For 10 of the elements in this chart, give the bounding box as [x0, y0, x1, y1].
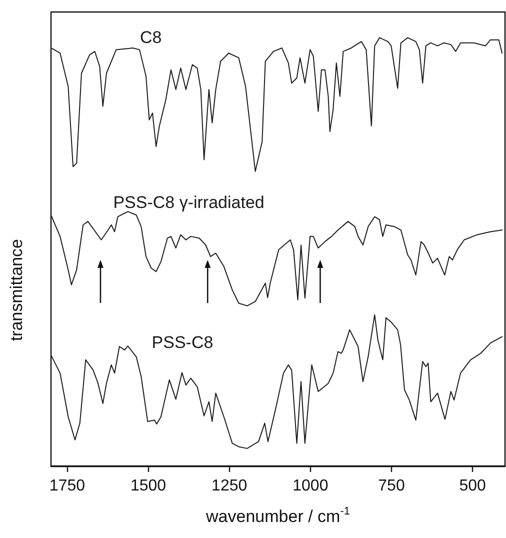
x-tick-label: 1500: [130, 478, 166, 494]
x-tick-label: 1000: [292, 478, 328, 494]
y-axis-title: transmittance: [7, 238, 26, 342]
x-tick-label: 500: [459, 478, 486, 494]
series-label: PSS-C8 γ-irradiated: [113, 192, 264, 212]
x-tick-label: 750: [378, 478, 405, 494]
x-tick-label: 1750: [49, 478, 86, 494]
series-label: C8: [140, 28, 162, 48]
x-tick-label: 1250: [212, 478, 248, 494]
series-label: PSS-C8: [152, 332, 214, 352]
